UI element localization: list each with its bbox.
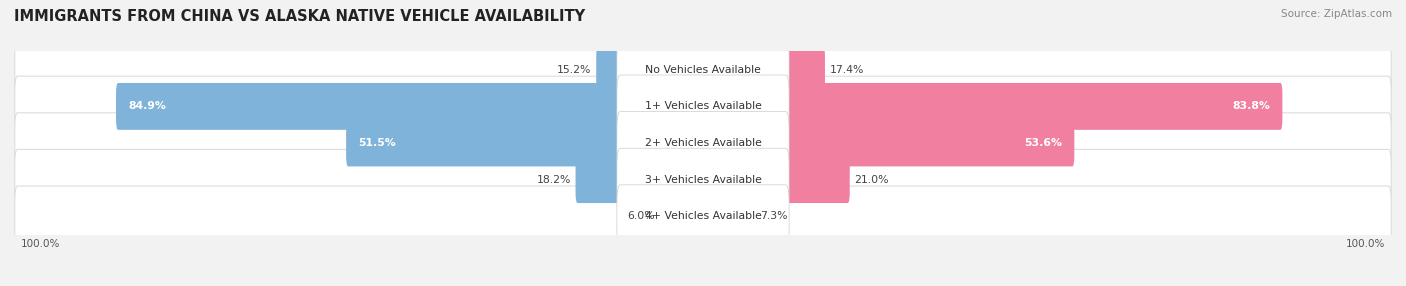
FancyBboxPatch shape	[617, 75, 789, 138]
Text: 53.6%: 53.6%	[1024, 138, 1062, 148]
FancyBboxPatch shape	[14, 76, 1392, 137]
Text: 100.0%: 100.0%	[21, 239, 60, 249]
FancyBboxPatch shape	[783, 120, 1074, 166]
Text: 84.9%: 84.9%	[128, 102, 166, 111]
FancyBboxPatch shape	[14, 39, 1392, 100]
FancyBboxPatch shape	[783, 83, 1282, 130]
FancyBboxPatch shape	[617, 185, 789, 248]
FancyBboxPatch shape	[783, 46, 825, 93]
Text: 21.0%: 21.0%	[855, 175, 889, 184]
Text: No Vehicles Available: No Vehicles Available	[645, 65, 761, 75]
Text: IMMIGRANTS FROM CHINA VS ALASKA NATIVE VEHICLE AVAILABILITY: IMMIGRANTS FROM CHINA VS ALASKA NATIVE V…	[14, 9, 585, 23]
Text: 51.5%: 51.5%	[359, 138, 396, 148]
Text: 18.2%: 18.2%	[536, 175, 571, 184]
FancyBboxPatch shape	[346, 120, 623, 166]
Text: 3+ Vehicles Available: 3+ Vehicles Available	[644, 175, 762, 184]
Text: 4+ Vehicles Available: 4+ Vehicles Available	[644, 211, 762, 221]
Text: 6.0%: 6.0%	[627, 211, 655, 221]
Text: 7.3%: 7.3%	[761, 211, 787, 221]
FancyBboxPatch shape	[783, 156, 849, 203]
FancyBboxPatch shape	[617, 148, 789, 211]
FancyBboxPatch shape	[14, 149, 1392, 210]
Text: 100.0%: 100.0%	[1346, 239, 1385, 249]
FancyBboxPatch shape	[617, 38, 789, 101]
Text: 17.4%: 17.4%	[830, 65, 865, 75]
FancyBboxPatch shape	[14, 113, 1392, 173]
Text: 1+ Vehicles Available: 1+ Vehicles Available	[644, 102, 762, 111]
FancyBboxPatch shape	[14, 186, 1392, 247]
Legend: Immigrants from China, Alaska Native: Immigrants from China, Alaska Native	[561, 283, 845, 286]
Text: Source: ZipAtlas.com: Source: ZipAtlas.com	[1281, 9, 1392, 19]
FancyBboxPatch shape	[117, 83, 623, 130]
Text: 2+ Vehicles Available: 2+ Vehicles Available	[644, 138, 762, 148]
Text: 83.8%: 83.8%	[1232, 102, 1270, 111]
FancyBboxPatch shape	[596, 46, 623, 93]
FancyBboxPatch shape	[617, 112, 789, 174]
Text: 15.2%: 15.2%	[557, 65, 592, 75]
FancyBboxPatch shape	[575, 156, 623, 203]
